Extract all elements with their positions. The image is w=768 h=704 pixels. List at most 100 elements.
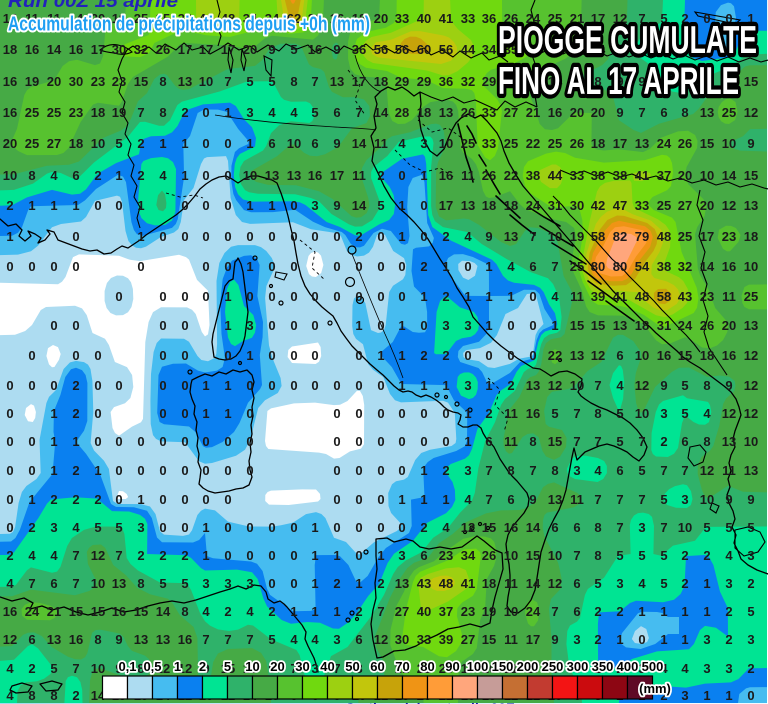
svg-text:1: 1 <box>115 168 122 183</box>
svg-text:56: 56 <box>439 42 453 57</box>
svg-text:35: 35 <box>504 42 518 57</box>
svg-text:0: 0 <box>333 289 340 304</box>
svg-text:6: 6 <box>420 548 427 563</box>
svg-text:12: 12 <box>374 632 388 647</box>
svg-text:10: 10 <box>700 168 714 183</box>
svg-text:80: 80 <box>420 659 434 674</box>
svg-text:15: 15 <box>678 348 692 363</box>
svg-text:12: 12 <box>744 105 758 120</box>
svg-text:7: 7 <box>137 105 144 120</box>
svg-text:5: 5 <box>290 42 297 57</box>
svg-text:7: 7 <box>638 492 645 507</box>
svg-text:11: 11 <box>352 168 366 183</box>
svg-text:34: 34 <box>482 42 497 57</box>
svg-text:25: 25 <box>657 198 671 213</box>
svg-text:79: 79 <box>635 229 649 244</box>
svg-text:25: 25 <box>570 259 584 274</box>
svg-text:0: 0 <box>268 576 275 591</box>
svg-text:7: 7 <box>551 604 558 619</box>
svg-text:1: 1 <box>94 463 101 478</box>
svg-text:0: 0 <box>202 105 209 120</box>
svg-text:0: 0 <box>202 463 209 478</box>
svg-text:3: 3 <box>464 463 471 478</box>
svg-text:50: 50 <box>345 659 359 674</box>
svg-text:14: 14 <box>3 11 18 26</box>
svg-text:0: 0 <box>181 198 188 213</box>
svg-text:11: 11 <box>504 576 518 591</box>
svg-text:4: 4 <box>638 42 646 57</box>
svg-text:3: 3 <box>202 576 209 591</box>
svg-text:31: 31 <box>548 198 562 213</box>
svg-text:17: 17 <box>330 168 344 183</box>
svg-text:0: 0 <box>246 406 253 421</box>
svg-text:16: 16 <box>482 661 496 676</box>
svg-text:7: 7 <box>377 604 384 619</box>
svg-text:5: 5 <box>616 548 623 563</box>
svg-text:1: 1 <box>377 548 384 563</box>
svg-text:0: 0 <box>290 378 297 393</box>
svg-text:350: 350 <box>592 659 614 674</box>
svg-text:27: 27 <box>504 105 518 120</box>
svg-text:2: 2 <box>137 136 144 151</box>
svg-text:0: 0 <box>747 688 754 703</box>
svg-text:1: 1 <box>268 198 275 213</box>
svg-text:26: 26 <box>504 11 518 26</box>
svg-text:5: 5 <box>725 520 732 535</box>
svg-text:80: 80 <box>591 259 605 274</box>
svg-text:300: 300 <box>567 659 589 674</box>
svg-text:10: 10 <box>243 168 257 183</box>
svg-text:0: 0 <box>333 434 340 449</box>
svg-text:8: 8 <box>377 661 384 676</box>
svg-text:43: 43 <box>678 289 692 304</box>
svg-text:0: 0 <box>355 289 362 304</box>
svg-text:0: 0 <box>442 434 449 449</box>
svg-text:9: 9 <box>725 378 732 393</box>
svg-text:0: 0 <box>377 463 384 478</box>
svg-text:8: 8 <box>28 168 35 183</box>
svg-text:1: 1 <box>703 604 710 619</box>
svg-text:0: 0 <box>224 229 231 244</box>
svg-text:1: 1 <box>224 289 231 304</box>
svg-text:1: 1 <box>290 604 297 619</box>
svg-text:41: 41 <box>635 168 649 183</box>
svg-text:0: 0 <box>290 576 297 591</box>
svg-text:2: 2 <box>181 105 188 120</box>
svg-text:1: 1 <box>442 259 449 274</box>
svg-text:0: 0 <box>333 229 340 244</box>
svg-text:4: 4 <box>442 520 450 535</box>
svg-text:56: 56 <box>395 42 409 57</box>
svg-text:16: 16 <box>69 632 83 647</box>
svg-text:0: 0 <box>529 348 536 363</box>
svg-text:60: 60 <box>370 659 384 674</box>
svg-text:62: 62 <box>287 11 301 26</box>
svg-text:0: 0 <box>159 318 166 333</box>
svg-text:2: 2 <box>725 604 732 619</box>
svg-text:11: 11 <box>374 136 388 151</box>
svg-text:8: 8 <box>137 661 144 676</box>
svg-text:25: 25 <box>25 136 39 151</box>
svg-text:26: 26 <box>482 168 496 183</box>
svg-text:19: 19 <box>112 105 126 120</box>
svg-text:1: 1 <box>224 105 231 120</box>
svg-text:0: 0 <box>290 229 297 244</box>
svg-text:21: 21 <box>526 105 540 120</box>
svg-text:3: 3 <box>681 688 688 703</box>
svg-text:0: 0 <box>268 378 275 393</box>
svg-text:13: 13 <box>330 74 344 89</box>
svg-text:33: 33 <box>461 11 475 26</box>
svg-text:2: 2 <box>72 463 79 478</box>
svg-text:23: 23 <box>700 289 714 304</box>
svg-text:17: 17 <box>700 229 714 244</box>
svg-text:0: 0 <box>202 492 209 507</box>
svg-text:5: 5 <box>616 406 623 421</box>
svg-text:13: 13 <box>156 632 170 647</box>
svg-text:0: 0 <box>94 434 101 449</box>
svg-text:0: 0 <box>311 378 318 393</box>
svg-text:19: 19 <box>112 11 126 26</box>
svg-text:8: 8 <box>551 463 558 478</box>
svg-text:0: 0 <box>529 289 536 304</box>
svg-text:4: 4 <box>725 548 733 563</box>
svg-text:25: 25 <box>134 11 148 26</box>
svg-text:1: 1 <box>50 406 57 421</box>
svg-text:5: 5 <box>660 492 667 507</box>
